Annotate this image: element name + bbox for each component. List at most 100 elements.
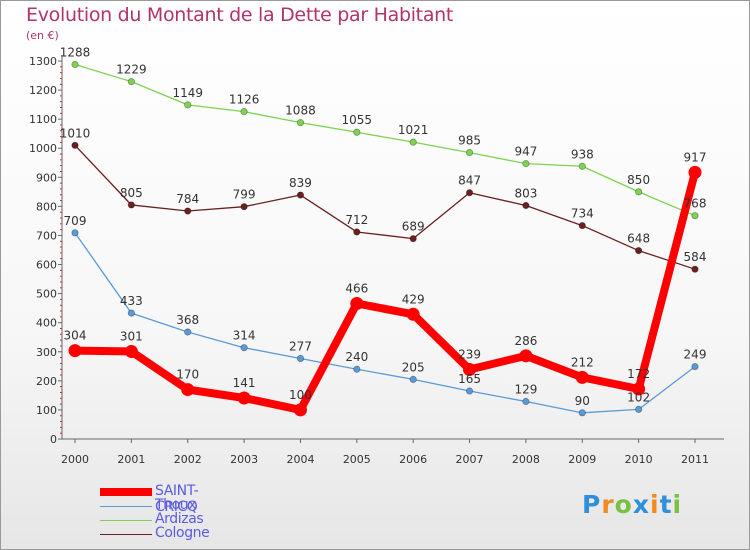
legend-swatch-saint-cricq (100, 488, 152, 496)
data-label-ardizas: 1021 (398, 123, 429, 137)
data-point-ardizas (578, 162, 586, 170)
data-point-cologne (578, 221, 586, 230)
data-label-saint-cricq: 212 (571, 355, 594, 369)
data-point-cologne (353, 228, 361, 236)
logo-letter: t (659, 490, 673, 519)
data-label-thoux: 205 (402, 360, 425, 374)
data-label-saint-cricq: 301 (120, 329, 143, 343)
data-label-saint-cricq: 141 (233, 376, 256, 390)
series-cologne (71, 141, 699, 273)
y-tick-label: 800 (36, 200, 57, 213)
x-tick-label: 2008 (512, 453, 540, 466)
x-tick-label: 2010 (625, 453, 653, 466)
data-label-thoux: 240 (345, 350, 368, 364)
data-label-cologne: 734 (571, 207, 594, 221)
y-unit-label: (en €) (26, 29, 59, 42)
data-point-ardizas (409, 138, 417, 146)
data-point-cologne (635, 246, 643, 255)
data-point-saint-cricq (632, 382, 646, 396)
logo-letter: o (614, 490, 633, 519)
data-point-thoux (578, 409, 586, 417)
data-label-cologne: 805 (120, 186, 143, 200)
data-label-cologne: 712 (345, 213, 368, 227)
x-tick-label: 2004 (286, 453, 314, 466)
logo-letter: x (632, 490, 650, 519)
data-point-thoux (522, 397, 530, 406)
data-point-thoux (71, 229, 79, 237)
data-point-ardizas (353, 128, 361, 136)
data-point-saint-cricq (350, 297, 364, 311)
y-tick-label: 900 (36, 171, 57, 184)
proxiti-logo: Proxiti (582, 490, 682, 519)
y-tick-label: 200 (36, 375, 57, 388)
series-saint-cricq (68, 165, 702, 417)
data-point-ardizas (71, 60, 79, 69)
data-point-saint-cricq (181, 383, 195, 397)
data-label-ardizas: 1088 (285, 104, 316, 118)
series-line-saint-cricq (71, 168, 699, 414)
data-point-cologne (71, 141, 79, 149)
data-label-saint-cricq: 466 (345, 282, 368, 296)
data-label-ardizas: 947 (514, 145, 537, 159)
chart-title: Evolution du Montant de la Dette par Hab… (26, 4, 454, 26)
data-label-saint-cricq: 100 (289, 388, 312, 402)
legend-label-saint-cricq: SAINT-CRICQ (155, 483, 199, 515)
data-point-saint-cricq (237, 391, 251, 405)
series-line-thoux (74, 232, 696, 414)
series-line-cologne (74, 144, 696, 270)
x-tick-label: 2005 (343, 453, 371, 466)
y-tick-label: 1000 (29, 142, 57, 155)
data-point-thoux (465, 387, 474, 395)
data-point-thoux (127, 309, 135, 317)
data-label-saint-cricq: 172 (627, 367, 650, 381)
data-point-saint-cricq (124, 344, 138, 358)
x-tick-label: 2007 (456, 453, 484, 466)
data-point-saint-cricq (406, 307, 420, 321)
data-label-cologne: 648 (627, 232, 650, 246)
axes: 0 100 200 300 400 500 600 700 800 900 1000 1100 1200… (29, 55, 724, 466)
data-point-cologne (184, 207, 192, 215)
x-tick-label: 2000 (61, 453, 89, 466)
data-label-thoux: 277 (289, 339, 312, 353)
data-label-ardizas: 850 (627, 173, 650, 187)
data-point-ardizas (127, 78, 135, 86)
legend-label-cologne: Cologne (155, 525, 210, 541)
data-point-cologne (296, 191, 305, 199)
data-point-ardizas (240, 107, 248, 116)
data-point-thoux (635, 405, 643, 413)
data-label-cologne: 689 (402, 220, 425, 234)
logo-letter: r (601, 490, 615, 519)
data-point-cologne (409, 235, 417, 243)
data-label-ardizas: 985 (458, 134, 481, 148)
data-label-saint-cricq: 304 (64, 329, 87, 343)
series-ardizas (71, 60, 699, 220)
data-point-thoux (240, 344, 248, 352)
data-label-thoux: 129 (514, 382, 537, 396)
data-point-thoux (184, 328, 192, 336)
x-tick-label: 2006 (399, 453, 427, 466)
data-label-ardizas: 768 (684, 197, 707, 211)
y-tick-label: 1100 (29, 113, 57, 126)
y-tick-label: 300 (36, 346, 57, 359)
legend-swatch-thoux (100, 506, 152, 507)
data-point-saint-cricq (688, 165, 702, 179)
data-point-cologne (522, 201, 530, 210)
y-tick-label: 1300 (29, 55, 57, 68)
legend-label-ardizas: Ardizas (155, 511, 204, 527)
data-label-ardizas: 1055 (342, 113, 373, 127)
data-label-saint-cricq: 286 (514, 334, 537, 348)
data-label-cologne: 784 (176, 192, 199, 206)
y-tick-label: 0 (50, 433, 57, 446)
data-label-thoux: 709 (64, 214, 87, 228)
data-label-cologne: 803 (514, 187, 537, 201)
data-label-thoux: 433 (120, 294, 143, 308)
value-labels: 304 301 170 141 100 466 429 239 286 212 172 917 709 4… (60, 45, 707, 407)
x-tick-label: 2001 (117, 453, 145, 466)
data-label-ardizas: 938 (571, 147, 594, 161)
series-thoux (71, 229, 699, 417)
data-point-saint-cricq (293, 403, 307, 417)
data-point-ardizas (465, 148, 474, 157)
data-label-thoux: 90 (575, 394, 590, 408)
